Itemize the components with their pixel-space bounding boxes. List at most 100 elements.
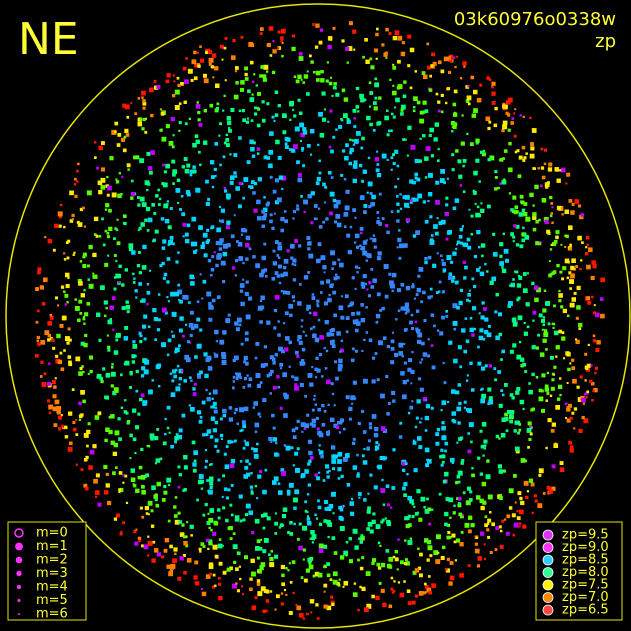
- star-dot: [133, 277, 136, 280]
- star-dot: [276, 594, 280, 599]
- star-dot: [365, 571, 371, 576]
- star-dot: [201, 241, 205, 245]
- star-dot: [479, 271, 485, 277]
- star-dot: [250, 146, 255, 152]
- star-dot: [214, 66, 219, 71]
- star-dot: [54, 223, 59, 228]
- star-dot: [277, 104, 281, 108]
- star-dot: [558, 293, 563, 298]
- star-dot: [197, 479, 203, 485]
- star-dot: [300, 132, 305, 138]
- star-dot: [312, 574, 316, 578]
- star-dot: [48, 404, 54, 410]
- star-dot: [206, 239, 210, 243]
- star-dot: [143, 314, 148, 319]
- star-dot: [277, 256, 281, 260]
- star-dot: [415, 293, 419, 296]
- star-dot: [403, 328, 407, 332]
- star-dot: [274, 113, 279, 117]
- star-dot: [165, 124, 170, 129]
- star-dot: [320, 280, 325, 285]
- star-dot: [366, 191, 369, 194]
- star-dot: [135, 369, 139, 374]
- star-dot: [394, 550, 398, 554]
- star-dot: [547, 322, 551, 326]
- star-dot: [166, 426, 170, 430]
- star-dot: [179, 556, 184, 561]
- star-dot: [144, 506, 149, 511]
- star-dot: [441, 425, 446, 431]
- star-dot: [154, 229, 159, 234]
- star-dot: [126, 115, 130, 119]
- star-dot: [440, 409, 443, 412]
- star-dot: [381, 306, 385, 311]
- star-dot: [469, 316, 473, 320]
- star-dot: [327, 297, 332, 303]
- star-dot: [392, 400, 395, 403]
- star-dot: [396, 202, 400, 206]
- star-dot: [516, 354, 522, 360]
- star-dot: [196, 498, 199, 502]
- star-dot: [304, 500, 307, 504]
- star-dot: [355, 105, 360, 109]
- star-dot: [199, 550, 202, 553]
- star-dot: [397, 35, 403, 41]
- star-dot: [157, 203, 161, 206]
- star-dot: [499, 242, 504, 247]
- star-dot: [502, 102, 506, 106]
- star-dot: [109, 156, 114, 161]
- star-dot: [544, 219, 549, 225]
- star-dot: [292, 464, 295, 467]
- star-dot: [467, 408, 472, 413]
- star-dot: [469, 327, 474, 333]
- star-dot: [61, 424, 64, 427]
- star-dot: [89, 449, 95, 455]
- star-dot: [203, 352, 208, 357]
- star-dot: [271, 227, 275, 231]
- star-dot: [230, 459, 236, 464]
- star-dot: [526, 272, 529, 275]
- star-dot: [338, 431, 341, 434]
- star-dot: [534, 499, 538, 503]
- star-dot: [266, 374, 270, 378]
- star-dot: [505, 429, 509, 433]
- star-dot: [261, 215, 267, 221]
- star-dot: [494, 106, 498, 111]
- star-dot: [231, 55, 236, 60]
- star-dot: [233, 171, 237, 175]
- star-dot: [57, 211, 63, 217]
- star-dot: [314, 45, 319, 49]
- star-dot: [200, 479, 204, 484]
- star-dot: [255, 84, 258, 87]
- star-dot: [302, 548, 306, 552]
- star-dot: [478, 246, 481, 249]
- star-dot: [92, 272, 95, 275]
- star-dot: [193, 575, 198, 580]
- star-dot: [134, 354, 137, 358]
- star-dot: [481, 254, 484, 258]
- star-dot: [518, 428, 522, 432]
- star-dot: [451, 389, 456, 394]
- star-dot: [241, 585, 244, 588]
- star-dot: [344, 453, 350, 458]
- star-dot: [363, 498, 367, 502]
- star-dot: [467, 564, 471, 567]
- star-dot: [292, 591, 295, 595]
- star-dot: [463, 276, 467, 280]
- star-dot: [218, 247, 223, 251]
- star-dot: [178, 129, 181, 132]
- star-dot: [447, 400, 450, 403]
- star-dot: [182, 554, 186, 557]
- star-dot: [232, 375, 236, 379]
- star-dot: [199, 45, 202, 48]
- star-dot: [273, 326, 277, 330]
- star-dot: [375, 32, 379, 37]
- star-dot: [478, 266, 481, 269]
- star-dot: [208, 50, 213, 55]
- star-dot: [348, 21, 353, 26]
- star-dot: [318, 207, 321, 210]
- star-dot: [125, 305, 131, 310]
- star-dot: [159, 129, 163, 132]
- star-dot: [349, 147, 354, 153]
